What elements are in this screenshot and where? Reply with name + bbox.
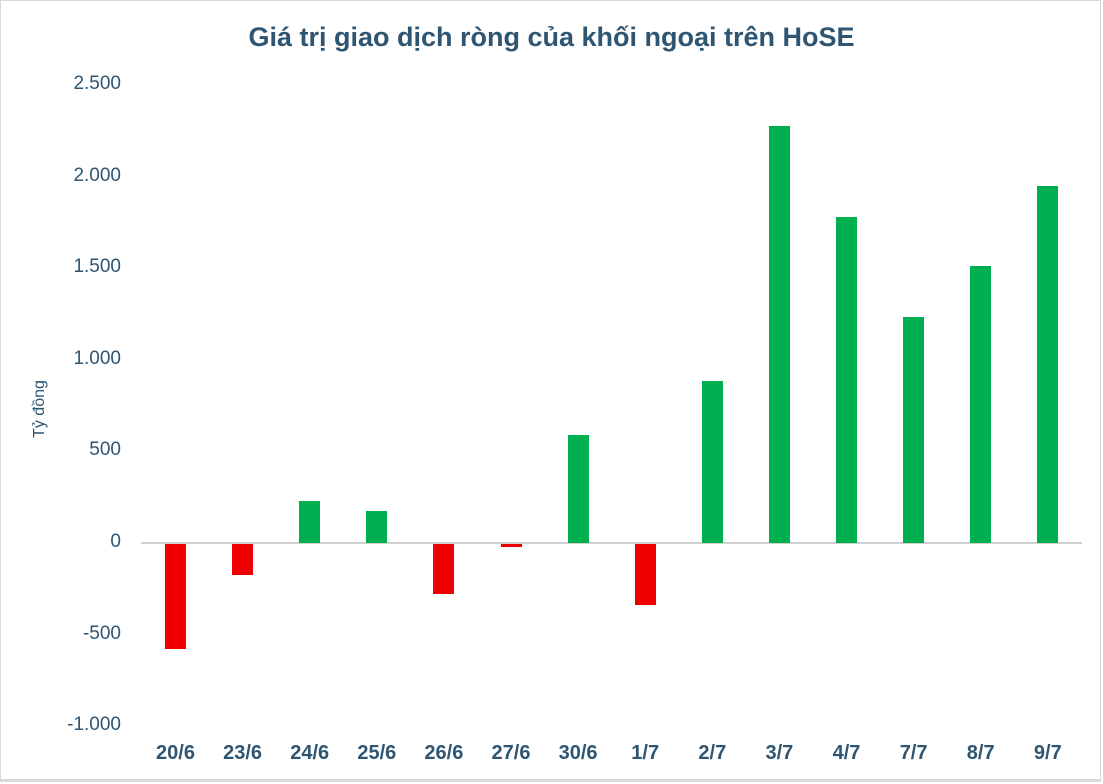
x-tick-label: 25/6 (357, 742, 397, 764)
x-axis-line (141, 542, 1082, 544)
x-tick-label: 3/7 (765, 742, 794, 764)
bar-4-7 (836, 216, 857, 543)
y-tick-label: 2.000 (73, 164, 121, 186)
bar-3-7 (768, 126, 790, 543)
y-axis-label: Tỷ đồng (31, 380, 48, 438)
x-tick-label: 2/7 (698, 742, 727, 764)
x-tick-label: 4/7 (832, 742, 861, 764)
x-tick-label: 23/6 (223, 742, 263, 764)
x-tick-label: 30/6 (558, 742, 598, 764)
x-tick-label: 20/6 (156, 742, 195, 764)
y-tick-label: 1.500 (73, 256, 121, 278)
x-tick-label: 7/7 (899, 742, 928, 764)
bar-1-7 (634, 544, 656, 605)
bar-20-6 (165, 544, 186, 649)
x-tick-label: 9/7 (1033, 742, 1062, 764)
y-tick-label: -500 (82, 622, 121, 644)
x-tick-label: 8/7 (966, 742, 995, 764)
bar-8-7 (970, 266, 992, 543)
bar-24-6 (299, 501, 321, 543)
x-tick-label: 1/7 (631, 742, 660, 764)
x-tick-label: 26/6 (424, 742, 464, 764)
bar-25-6 (366, 510, 388, 543)
x-tick-label: 24/6 (290, 742, 330, 764)
bar-26-6 (433, 544, 455, 594)
y-tick-label: 0 (110, 531, 121, 552)
x-tick-label: 27/6 (491, 742, 531, 764)
bar-7-7 (903, 316, 925, 543)
bar-23-6 (232, 544, 254, 575)
y-tick-label: 1.000 (73, 347, 121, 369)
bar-9-7 (1037, 185, 1059, 543)
bar-27-6 (500, 544, 522, 547)
y-tick-label: 2.500 (73, 73, 121, 94)
chart-title: Giá trị giao dịch ròng của khối ngoại tr… (248, 22, 855, 52)
bar-2-7 (701, 381, 723, 543)
y-tick-label: 500 (89, 439, 121, 461)
bar-30-6 (567, 434, 589, 543)
y-tick-label: -1.000 (67, 714, 121, 736)
